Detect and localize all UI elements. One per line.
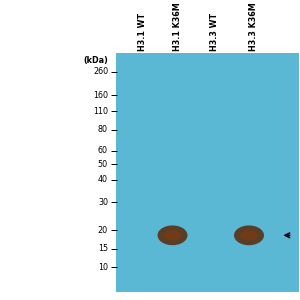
Text: H3.3 K36M: H3.3 K36M xyxy=(249,2,258,51)
Ellipse shape xyxy=(240,230,258,240)
Text: H3.1 K36M: H3.1 K36M xyxy=(172,2,182,51)
Bar xyxy=(116,53,298,292)
Text: 15: 15 xyxy=(98,244,108,253)
Text: 30: 30 xyxy=(98,198,108,207)
Text: 20: 20 xyxy=(98,226,108,235)
Text: 80: 80 xyxy=(98,125,108,134)
Text: 60: 60 xyxy=(98,146,108,155)
Text: (kDa): (kDa) xyxy=(83,56,108,65)
Text: 10: 10 xyxy=(98,262,108,272)
Text: 110: 110 xyxy=(93,107,108,116)
Text: 160: 160 xyxy=(93,91,108,100)
Text: H3.1 WT: H3.1 WT xyxy=(138,12,147,51)
Ellipse shape xyxy=(234,225,264,245)
Text: 50: 50 xyxy=(98,160,108,169)
Text: H3.3 WT: H3.3 WT xyxy=(210,12,219,51)
Text: 40: 40 xyxy=(98,176,108,184)
Ellipse shape xyxy=(164,230,181,240)
Ellipse shape xyxy=(158,225,188,245)
Text: 260: 260 xyxy=(93,67,108,76)
